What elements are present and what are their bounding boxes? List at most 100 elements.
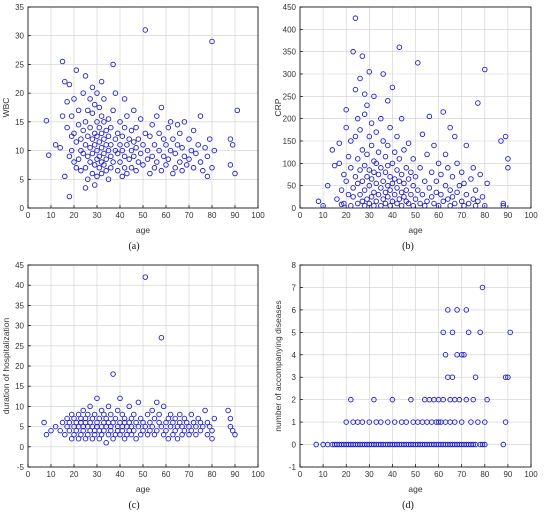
data-point	[135, 159, 142, 165]
y-tick-label: 35	[15, 301, 24, 310]
data-point	[200, 423, 206, 430]
data-point	[428, 169, 435, 176]
data-point	[167, 423, 174, 430]
data-point	[156, 130, 162, 137]
data-point	[158, 334, 165, 341]
data-point	[382, 189, 389, 196]
data-point	[131, 139, 137, 145]
data-point	[179, 431, 185, 438]
data-point	[465, 200, 472, 207]
data-point	[461, 352, 467, 358]
data-point	[87, 144, 93, 151]
data-point	[181, 119, 188, 125]
data-point	[378, 203, 384, 209]
data-point	[156, 419, 162, 426]
data-point	[500, 441, 507, 448]
data-point	[149, 423, 155, 430]
data-point	[167, 147, 174, 154]
data-point	[366, 419, 373, 425]
y-axis-label: CRP	[273, 98, 283, 116]
x-tick-label: 40	[116, 211, 125, 220]
data-point	[43, 117, 50, 124]
y-tick-label: 25	[15, 60, 24, 69]
data-point	[357, 167, 363, 173]
data-point	[68, 435, 75, 442]
data-point	[197, 159, 204, 165]
data-point	[438, 191, 444, 198]
data-point	[163, 427, 169, 434]
data-point	[479, 194, 486, 200]
data-point	[131, 427, 137, 434]
data-point	[359, 419, 366, 425]
data-point	[380, 178, 386, 184]
data-point	[498, 138, 504, 144]
x-tick-label: 70	[457, 211, 466, 220]
data-point	[62, 173, 68, 180]
data-point	[117, 119, 123, 125]
data-point	[202, 407, 208, 414]
data-point	[359, 147, 366, 153]
data-point	[135, 136, 142, 142]
data-point	[94, 133, 100, 139]
data-point	[85, 107, 91, 114]
data-point	[128, 423, 135, 430]
data-point	[366, 133, 373, 140]
data-point	[361, 111, 368, 117]
x-tick-label: 10	[47, 470, 56, 479]
x-tick-label: 100	[524, 211, 538, 220]
data-point	[128, 165, 135, 171]
data-point	[131, 107, 137, 114]
data-point	[435, 203, 442, 209]
y-tick-label: 8	[292, 261, 297, 270]
data-point	[417, 165, 423, 171]
data-point	[108, 142, 114, 148]
x-tick-label: 60	[162, 211, 171, 220]
data-point	[117, 431, 123, 438]
data-point	[151, 142, 158, 148]
data-point	[502, 133, 509, 140]
data-point	[142, 274, 149, 280]
data-point	[456, 396, 463, 403]
data-point	[382, 200, 389, 207]
data-point	[447, 187, 453, 193]
data-point	[336, 140, 343, 146]
x-tick-label: 50	[139, 211, 148, 220]
data-point	[193, 431, 199, 438]
data-point	[373, 180, 379, 187]
data-point	[232, 431, 238, 438]
data-point	[126, 136, 132, 142]
data-point	[359, 178, 366, 184]
data-point	[477, 329, 483, 336]
data-point	[137, 415, 144, 422]
data-point	[440, 329, 446, 336]
data-point	[140, 427, 146, 434]
x-tick-label: 0	[26, 211, 31, 220]
data-point	[415, 60, 421, 66]
data-point	[98, 170, 105, 177]
data-point	[507, 329, 513, 336]
data-point	[131, 153, 137, 160]
x-axis-label: age	[408, 225, 422, 235]
data-point	[160, 136, 167, 142]
data-point	[472, 374, 479, 380]
data-point	[124, 113, 130, 119]
data-point	[89, 136, 96, 142]
data-point	[91, 142, 98, 148]
x-tick-label: 50	[411, 470, 420, 479]
data-point	[357, 75, 363, 82]
data-point	[149, 121, 155, 128]
data-point	[160, 403, 167, 410]
data-point	[419, 191, 426, 198]
data-point	[331, 162, 338, 169]
data-point	[57, 427, 63, 434]
data-point	[89, 110, 96, 116]
data-point	[234, 107, 241, 114]
data-point	[147, 419, 153, 426]
data-point	[165, 156, 172, 162]
data-point	[385, 182, 391, 189]
data-point	[421, 178, 428, 184]
data-point	[475, 198, 481, 205]
y-tick-label: 4	[292, 351, 297, 360]
data-point	[59, 113, 66, 119]
data-point	[96, 104, 103, 111]
